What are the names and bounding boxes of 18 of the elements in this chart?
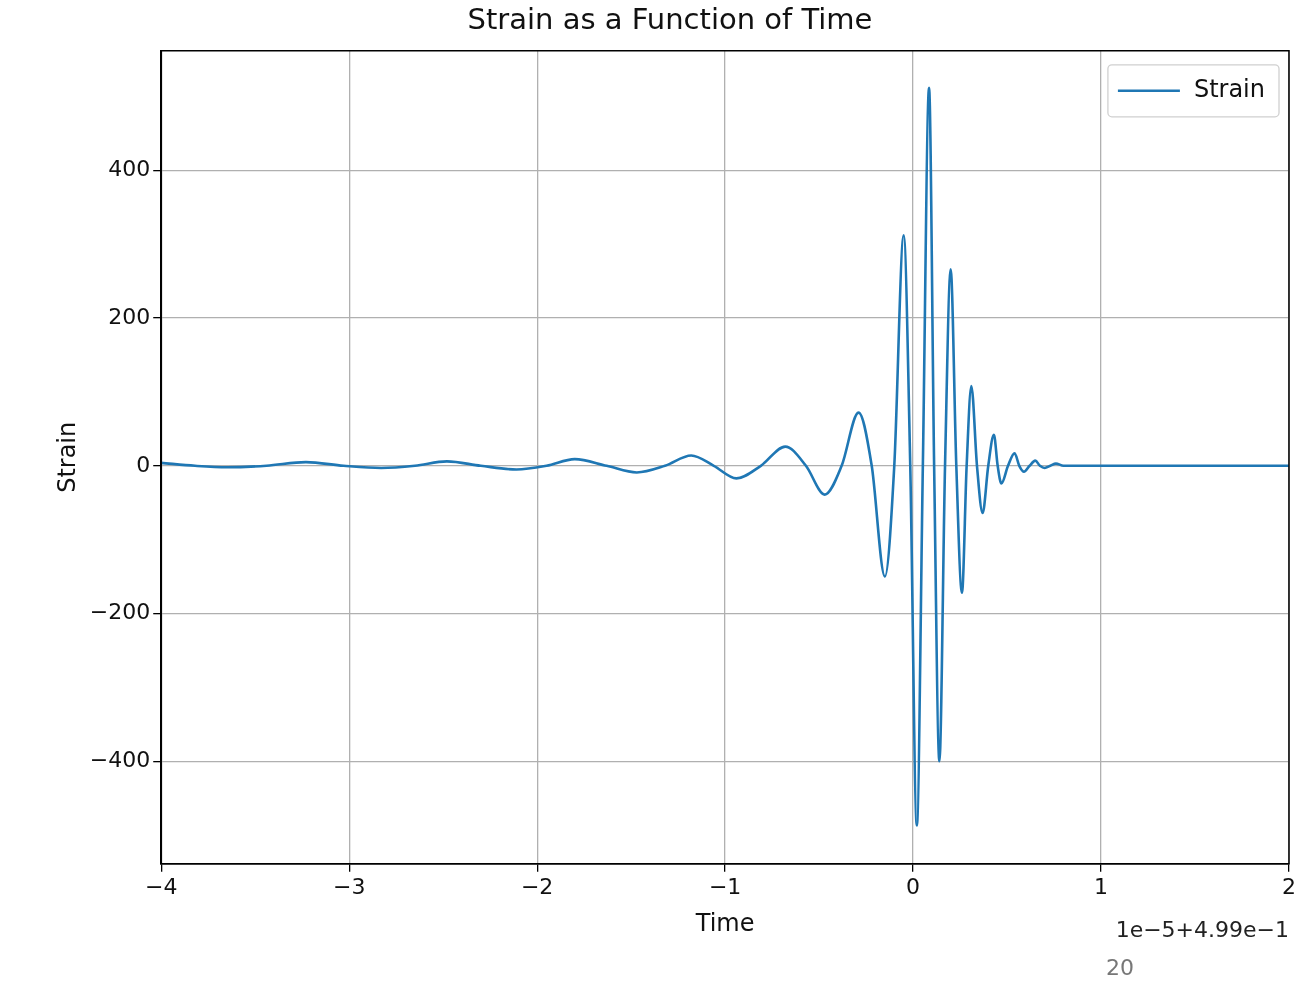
chart-title: Strain as a Function of Time bbox=[467, 1, 873, 36]
x-tick-label: −2 bbox=[520, 873, 554, 899]
y-tick-label: 0 bbox=[136, 451, 151, 477]
x-tick-label: 1 bbox=[1094, 873, 1109, 899]
x-tick-label: −4 bbox=[145, 873, 178, 899]
y-axis-title: Strain bbox=[52, 421, 81, 493]
x-axis-title: Time bbox=[694, 908, 755, 937]
text: 20 bbox=[1106, 954, 1134, 980]
y-tick-label: −200 bbox=[89, 599, 151, 625]
x-tick-label: 2 bbox=[1282, 873, 1296, 899]
x-tick-label: 0 bbox=[906, 873, 921, 899]
y-tick-label: −400 bbox=[89, 746, 151, 772]
x-tick-label: −1 bbox=[708, 873, 742, 899]
y-tick-label: 400 bbox=[108, 156, 151, 182]
y-tick-label: 200 bbox=[108, 303, 151, 329]
legend-label: Strain bbox=[1193, 75, 1266, 104]
x-tick-label: −3 bbox=[332, 873, 366, 899]
text: 1e−5+4.99e−1 bbox=[1115, 916, 1289, 942]
